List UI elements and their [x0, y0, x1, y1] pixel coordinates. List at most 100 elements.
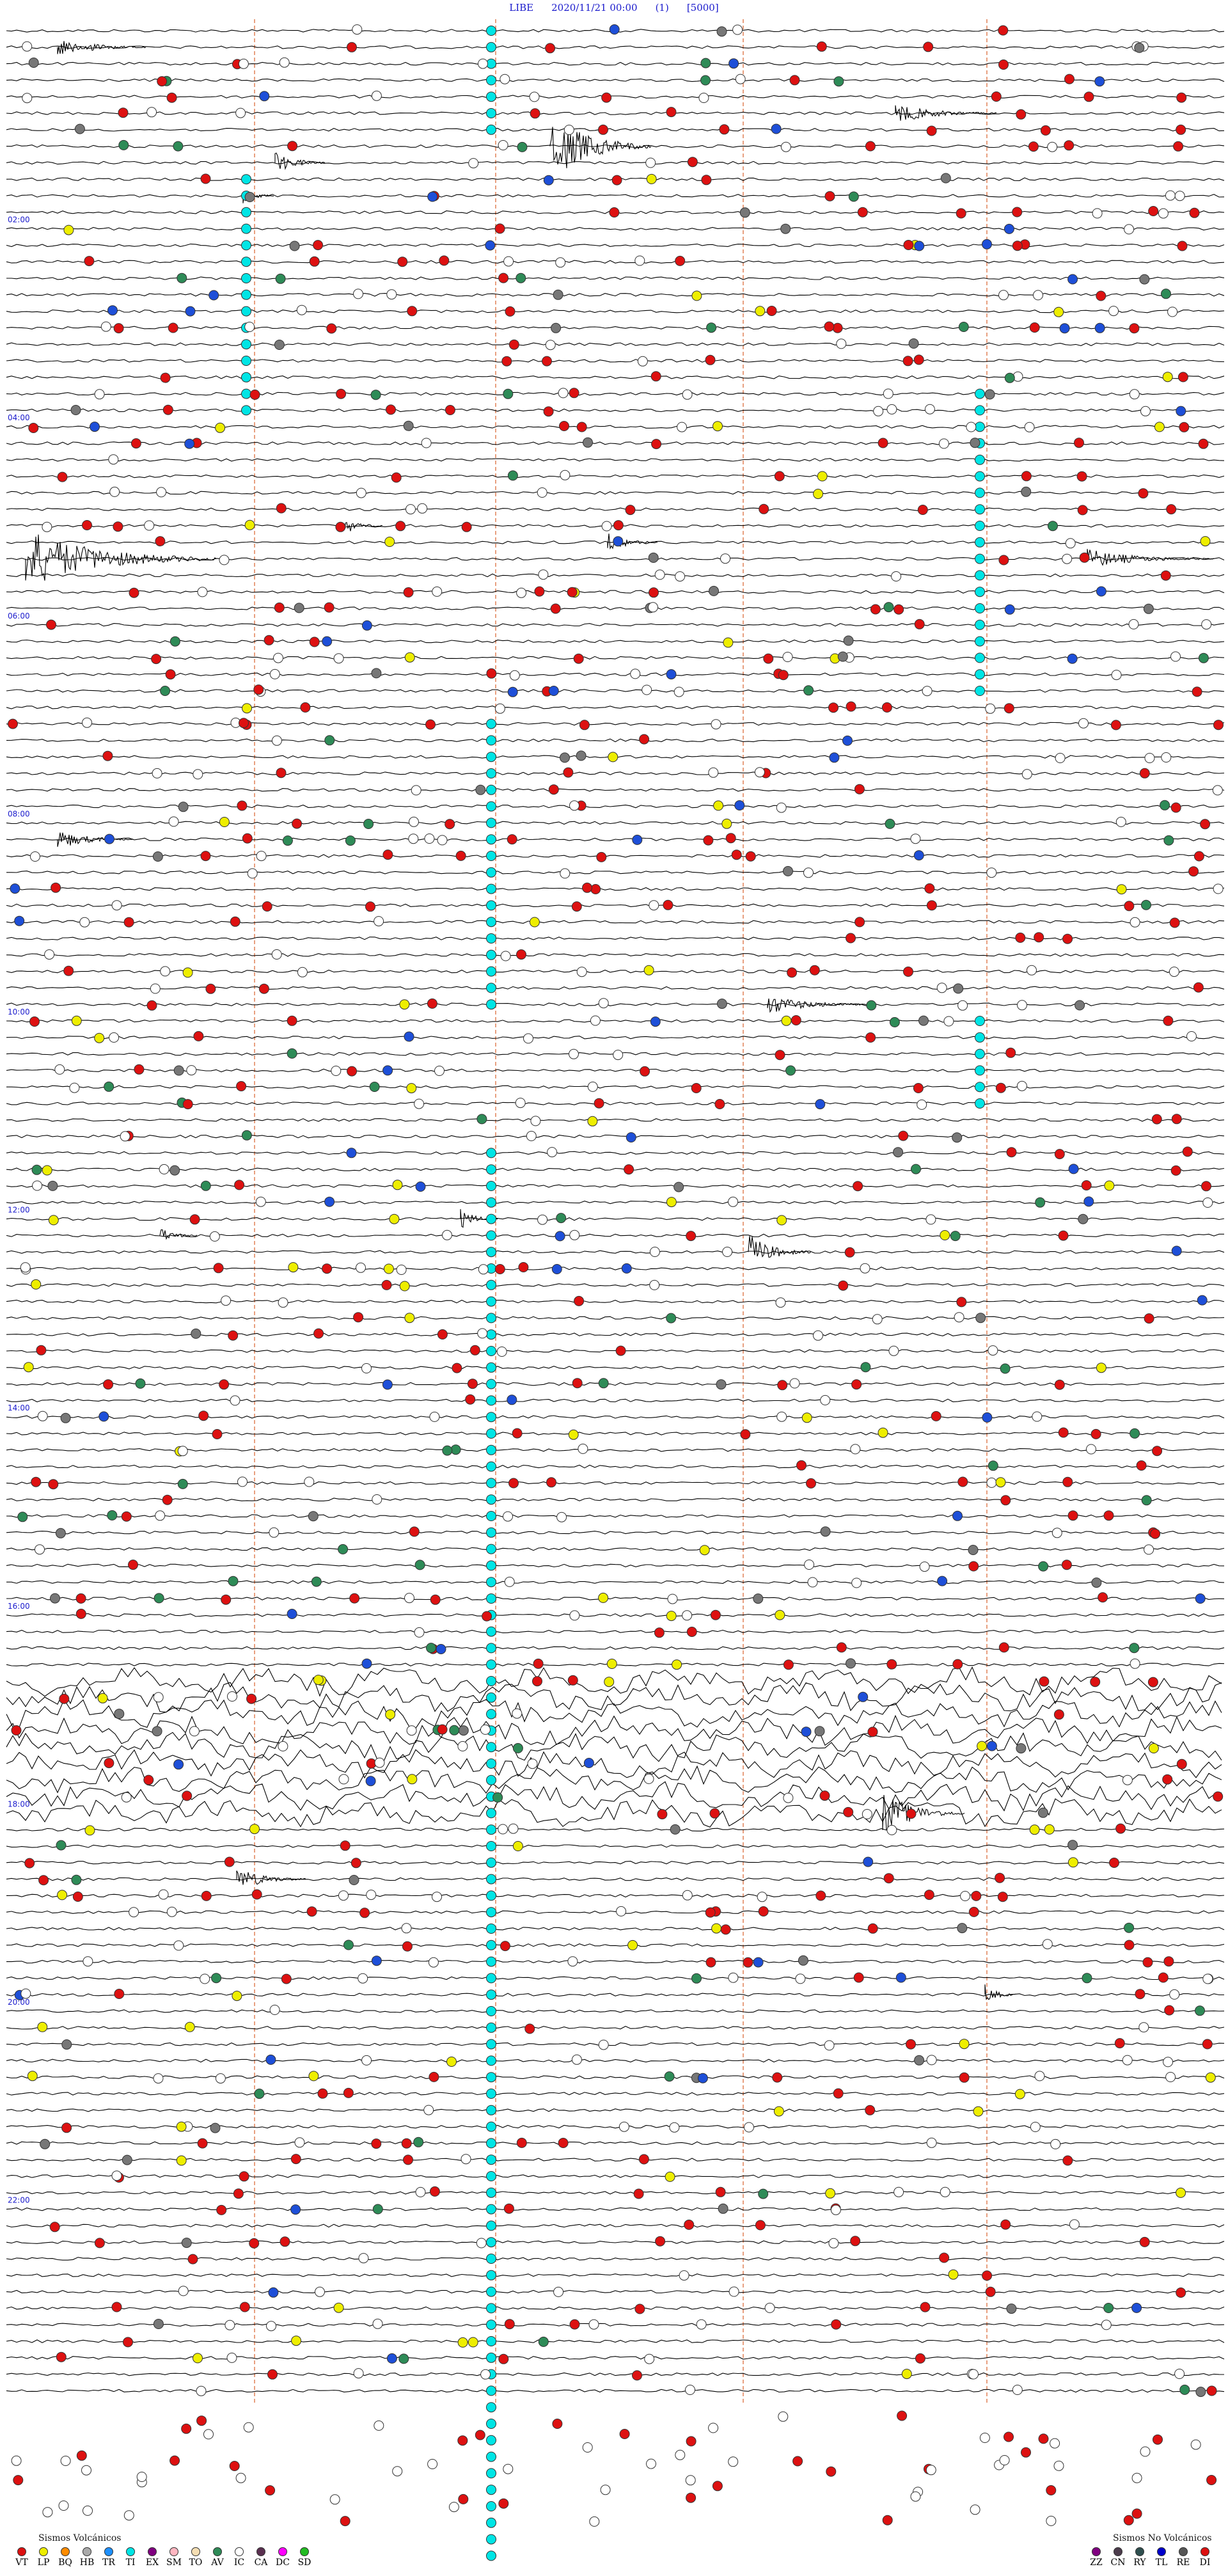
event-marker [230, 916, 240, 927]
hour-label: 20:00 [8, 1998, 30, 2007]
event-marker [787, 967, 798, 978]
event-marker [185, 306, 196, 317]
event-marker [709, 585, 719, 596]
event-marker [922, 686, 933, 697]
seismic-trace [6, 1976, 1225, 1980]
seismic-trace [6, 111, 1225, 115]
event-marker [215, 422, 226, 433]
event-marker [1054, 1379, 1065, 1390]
event-marker [162, 1494, 173, 1505]
event-marker [543, 175, 554, 186]
event-marker [1128, 619, 1139, 629]
event-marker [486, 1444, 496, 1455]
legend-volcanic-tr-marker [104, 2547, 113, 2556]
event-marker [182, 1790, 193, 1801]
event-marker [343, 2087, 354, 2098]
event-marker [1074, 1000, 1085, 1011]
event-marker [998, 1642, 1009, 1653]
event-marker [555, 1231, 565, 1242]
event-marker [582, 882, 592, 893]
hour-label: 08:00 [8, 809, 30, 818]
event-marker [1213, 720, 1224, 731]
seismic-event-waveform [25, 534, 217, 581]
event-marker [232, 1991, 242, 2002]
event-marker [1148, 206, 1159, 216]
event-marker [345, 835, 356, 846]
event-marker [1064, 140, 1074, 151]
legend-volcanic-bq-marker [61, 2547, 70, 2556]
event-marker [278, 1297, 288, 1308]
event-marker [775, 1050, 785, 1061]
event-marker [632, 2370, 642, 2381]
event-marker [1042, 1939, 1053, 1950]
event-marker [775, 1609, 785, 1620]
seismic-trace [6, 144, 1225, 148]
event-marker [414, 1098, 425, 1109]
legend-volcanic-dc: DC [274, 2547, 292, 2568]
event-marker [708, 767, 719, 778]
seismic-trace [6, 1563, 1225, 1568]
event-marker [486, 1247, 496, 1258]
event-marker [553, 2286, 564, 2297]
event-marker [1163, 2057, 1174, 2067]
event-marker [657, 1809, 668, 1820]
event-marker [804, 1560, 815, 1570]
event-marker [1053, 306, 1064, 317]
event-marker [666, 1197, 677, 1208]
event-marker [403, 587, 414, 597]
legend-nonvolcanic-cn: CN [1109, 2547, 1127, 2568]
event-marker [780, 223, 791, 234]
event-marker [1062, 2155, 1073, 2166]
legend-nonvolcanic-zz: ZZ [1087, 2547, 1105, 2568]
seismic-trace [6, 1002, 1225, 1006]
event-marker [833, 2088, 844, 2099]
event-marker [670, 1824, 681, 1835]
event-marker [1012, 2385, 1023, 2395]
event-marker [193, 2353, 203, 2364]
event-marker [215, 2073, 226, 2084]
event-marker [1079, 552, 1090, 563]
event-marker [785, 1065, 796, 1076]
seismic-trace [6, 590, 1225, 594]
event-marker [1046, 2515, 1057, 2526]
event-marker [47, 1180, 58, 1191]
legend-volcanic-ti-marker [126, 2547, 135, 2556]
event-marker [1165, 190, 1176, 201]
event-marker [82, 520, 92, 530]
event-marker [910, 2491, 921, 2502]
event-marker [720, 553, 730, 564]
seismic-trace [6, 1167, 1225, 1171]
legend-nonvolcanic-re-code: RE [1176, 2557, 1190, 2568]
event-marker [866, 1000, 877, 1011]
event-marker [633, 2188, 644, 2199]
event-marker [926, 900, 937, 911]
event-marker [282, 835, 293, 846]
event-marker [430, 1594, 441, 1605]
event-marker [309, 256, 320, 267]
event-marker [279, 57, 290, 68]
event-marker [267, 2369, 278, 2380]
event-marker [937, 1576, 948, 1586]
event-marker [654, 1627, 665, 1638]
event-marker [486, 2089, 496, 2099]
event-marker [294, 603, 304, 613]
seismic-trace [6, 2058, 1225, 2063]
event-marker [1094, 322, 1105, 333]
event-marker [154, 1593, 164, 1604]
event-marker [801, 1727, 812, 1737]
event-marker [241, 356, 251, 366]
event-marker [1177, 241, 1188, 251]
event-marker [643, 965, 654, 976]
event-marker [1198, 652, 1209, 663]
event-marker [57, 471, 68, 482]
seismic-trace [6, 903, 1225, 908]
event-marker [508, 339, 519, 350]
event-marker [408, 834, 419, 844]
event-marker [31, 1279, 42, 1290]
event-marker [244, 322, 255, 332]
event-marker [1122, 1774, 1133, 1785]
hour-label: 22:00 [8, 2196, 30, 2205]
legend-volcanic-lp: LP [35, 2547, 52, 2568]
hour-label: 18:00 [8, 1799, 30, 1808]
event-marker [315, 2286, 325, 2297]
